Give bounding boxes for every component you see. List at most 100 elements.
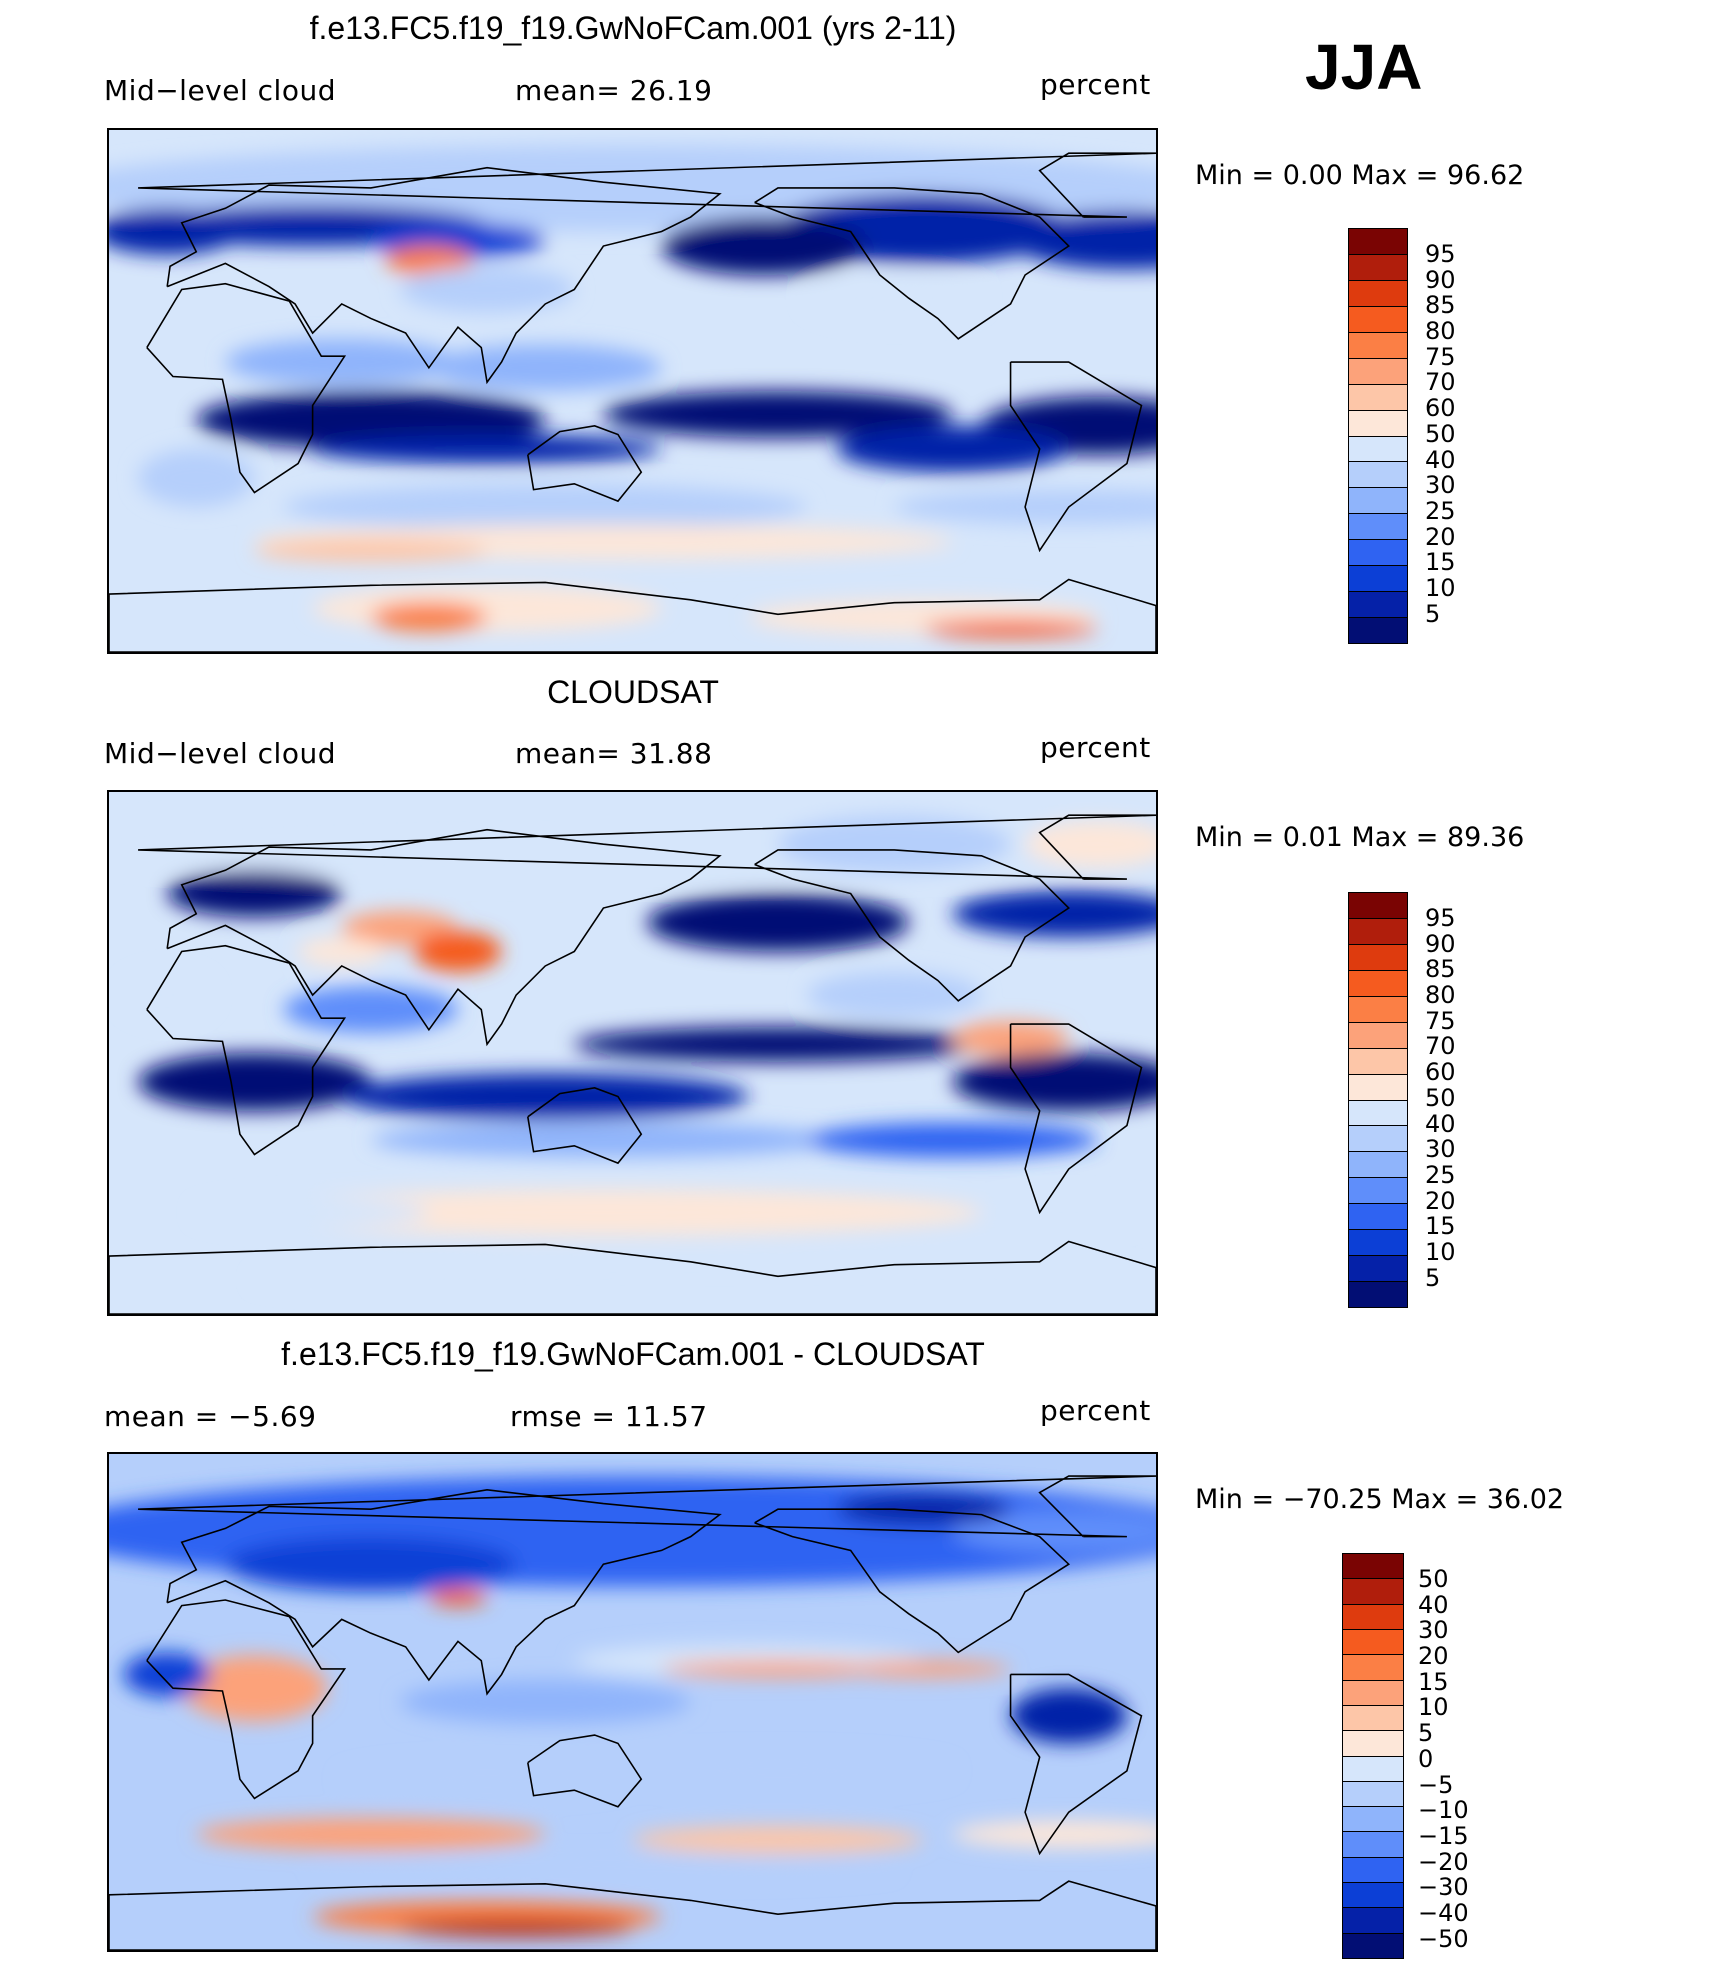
map-field-blob	[807, 1122, 1098, 1158]
map-field-blob	[254, 1261, 1156, 1297]
map-field-blob	[385, 246, 473, 275]
coastline	[146, 282, 347, 494]
coastline	[527, 425, 643, 503]
coastline	[138, 152, 1156, 218]
coastline	[166, 828, 722, 1047]
map-field-blob	[603, 1754, 953, 1788]
colorbar-tick-label: 40	[1425, 445, 1456, 474]
colorbar-swatch	[1343, 1756, 1403, 1782]
season-label: JJA	[1305, 31, 1423, 103]
colorbar-swatch	[1343, 1807, 1403, 1833]
colorbar-tick-label: 10	[1425, 573, 1456, 602]
colorbar-swatch	[1349, 514, 1407, 541]
coastline	[1009, 361, 1143, 553]
colorbar-swatch	[1343, 1705, 1403, 1732]
colorbar-tick-label: 90	[1425, 265, 1456, 294]
map-field-blob	[923, 620, 1098, 638]
colorbar-tick-label: 10	[1425, 1237, 1456, 1266]
map-field-blob	[661, 1660, 895, 1678]
map-field-blob	[225, 1536, 517, 1592]
colorbar-swatch	[1349, 1048, 1407, 1075]
panel2-colorbar-labels: 95 90 85 80 75 70 60 50 40 30 25 20 15 10 5	[1425, 904, 1456, 1291]
colorbar-tick-label: 40	[1418, 1590, 1449, 1619]
colorbar-swatch	[1349, 1022, 1407, 1049]
panel1-variable-label: Mid−level cloud	[104, 74, 336, 107]
map-field-blob	[807, 971, 982, 1019]
panel1-colorbar	[1348, 228, 1408, 644]
colorbar-swatch	[1349, 618, 1407, 643]
colorbar-swatch	[1343, 1629, 1403, 1656]
colorbar-swatch	[1343, 1604, 1403, 1630]
panel2-units-label: percent	[1040, 731, 1151, 764]
map-field-blob	[254, 538, 488, 563]
colorbar-swatch	[1343, 1908, 1403, 1934]
panel3-map-canvas	[109, 1454, 1156, 1950]
colorbar-swatch	[1349, 592, 1407, 619]
panel1-map-canvas	[109, 130, 1156, 652]
map-field-blob	[836, 425, 1069, 473]
panel1-minmax: Min = 0.00 Max = 96.62	[1195, 160, 1525, 191]
colorbar-swatch	[1349, 280, 1407, 307]
map-field-blob	[428, 344, 662, 391]
colorbar-tick-label: 80	[1425, 981, 1456, 1010]
colorbar-swatch	[1349, 893, 1407, 919]
colorbar-swatch	[1349, 384, 1407, 411]
panel2-variable-label: Mid−level cloud	[104, 737, 336, 770]
colorbar-swatch	[1349, 970, 1407, 997]
colorbar-tick-label: 15	[1425, 548, 1456, 577]
coastline	[146, 1599, 347, 1800]
colorbar-swatch	[1343, 1655, 1403, 1681]
colorbar-swatch	[1349, 358, 1407, 385]
colorbar-swatch	[1349, 1204, 1407, 1231]
map-field-blob	[109, 208, 240, 255]
panel1-units-label: percent	[1040, 68, 1151, 101]
map-field-blob	[298, 937, 386, 966]
colorbar-tick-label: −30	[1418, 1873, 1469, 1902]
colorbar-swatch	[1349, 944, 1407, 971]
map-field-blob	[123, 1652, 211, 1697]
colorbar-swatch	[1349, 1256, 1407, 1283]
map-field-blob	[399, 266, 575, 313]
map-field-blob	[574, 1026, 982, 1062]
colorbar-swatch	[1343, 1554, 1403, 1580]
coastline	[527, 1734, 643, 1808]
panel3-mean-label: mean = −5.69	[104, 1400, 317, 1433]
colorbar-tick-label: −20	[1418, 1847, 1469, 1876]
map-field-blob	[632, 1826, 924, 1854]
colorbar-tick-label: 25	[1425, 496, 1456, 525]
map-field-blob	[414, 931, 502, 972]
map-field-blob	[341, 1762, 633, 1796]
colorbar-tick-label: 70	[1425, 368, 1456, 397]
map-field-blob	[312, 1856, 895, 1879]
panel2-colorbar	[1348, 892, 1408, 1308]
map-field-blob	[138, 448, 255, 507]
map-field-blob	[661, 217, 866, 275]
colorbar-tick-label: 95	[1425, 904, 1456, 932]
map-field-blob	[981, 1198, 1156, 1227]
colorbar-swatch	[1349, 918, 1407, 945]
panel3-map	[107, 1452, 1158, 1952]
colorbar-tick-label: −15	[1418, 1821, 1469, 1850]
colorbar-swatch	[1349, 1282, 1407, 1307]
colorbar-swatch	[1349, 488, 1407, 515]
colorbar-tick-label: 0	[1418, 1744, 1434, 1773]
colorbar-tick-label: 50	[1425, 419, 1456, 448]
colorbar-tick-label: 30	[1425, 471, 1456, 500]
colorbar-tick-label: −5	[1418, 1770, 1454, 1799]
colorbar-swatch	[1349, 1126, 1407, 1153]
map-field-blob	[1010, 211, 1156, 270]
colorbar-swatch	[1343, 1731, 1403, 1757]
colorbar-tick-label: 25	[1425, 1160, 1456, 1189]
colorbar-tick-label: −40	[1418, 1898, 1469, 1927]
map-field-blob	[196, 391, 546, 449]
panel2-map	[107, 790, 1158, 1316]
map-field-blob	[370, 1122, 837, 1158]
map-field-blob	[370, 602, 488, 632]
colorbar-tick-label: 20	[1425, 1186, 1456, 1215]
coastline	[109, 578, 1156, 652]
colorbar-swatch	[1343, 1832, 1403, 1858]
colorbar-tick-label: 15	[1418, 1667, 1449, 1696]
map-field-blob	[952, 1509, 1156, 1554]
map-field-blob	[196, 1198, 429, 1227]
panel3-rmse-label: rmse = 11.57	[510, 1400, 708, 1433]
